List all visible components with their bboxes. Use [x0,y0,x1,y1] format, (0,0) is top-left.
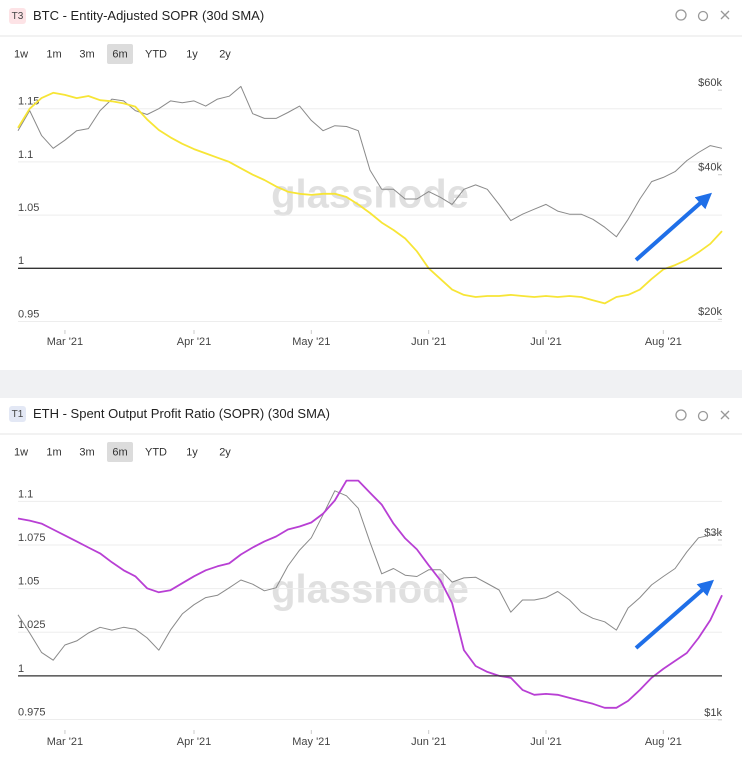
x-tick-label: May '21 [292,336,330,348]
y-tick-label: 1.05 [18,202,39,214]
y-tick-label: 1.025 [18,619,46,631]
series-line [17,91,723,305]
x-tick-label: Mar '21 [47,736,83,748]
arrow [634,579,715,650]
x-tick-label: Mar '21 [47,336,83,348]
y-tick-label: 0.975 [18,706,46,718]
x-tick-label: Apr '21 [177,736,212,748]
range-button[interactable]: YTD [145,48,167,60]
y-tick-label: 1 [18,255,24,267]
x-tick-label: Jul '21 [530,336,561,348]
range-button[interactable]: 2y [219,48,231,60]
close-icon[interactable] [720,10,730,20]
range-button[interactable]: 1y [186,446,198,458]
badge-box [9,406,26,422]
range-button[interactable]: 1w [14,446,28,458]
watermark: glassnode [271,568,469,612]
settings-icon[interactable] [697,410,709,422]
y-tick-label: 1.1 [18,488,33,500]
y-tick-label: 1.15 [18,96,39,108]
badge: T1 [12,409,24,420]
y2-tick-label: $1k [704,707,722,719]
x-tick-label: Jun '21 [411,336,446,348]
close-icon[interactable] [720,410,730,420]
series-line [17,479,723,709]
settings-icon[interactable] [697,10,709,22]
y-tick-label: 1 [18,663,24,675]
x-tick-label: May '21 [292,736,330,748]
panel-title: BTC - Entity-Adjusted SOPR (30d SMA) [33,8,264,23]
x-tick-label: Jul '21 [530,736,561,748]
badge: T3 [12,11,24,22]
y-tick-label: 1.075 [18,532,46,544]
badge-box [9,8,26,24]
y2-tick-label: $40k [698,162,722,174]
series-line [17,85,723,238]
y2-tick-label: $20k [698,306,722,318]
range-button[interactable]: 1w [14,48,28,60]
range-button[interactable]: 1m [46,446,61,458]
series-line [17,490,723,661]
x-tick-label: Apr '21 [177,336,212,348]
panel-title: ETH - Spent Output Profit Ratio (SOPR) (… [33,406,330,421]
panel-icons [675,9,730,422]
x-tick-label: Jun '21 [411,736,446,748]
x-tick-label: Aug '21 [645,736,682,748]
range-button[interactable]: 6m [112,446,127,458]
x-tick-label: Aug '21 [645,336,682,348]
range-button[interactable]: 3m [79,446,94,458]
range-button[interactable]: 1y [186,48,198,60]
arrow [634,192,712,262]
range-button[interactable]: 2y [219,446,231,458]
y-tick-label: 1.1 [18,149,33,161]
range-button[interactable]: 1m [46,48,61,60]
y2-tick-label: $60k [698,77,722,89]
range-button[interactable]: 3m [79,48,94,60]
range-button-bg [107,442,133,462]
range-button[interactable]: YTD [145,446,167,458]
zoom-icon[interactable] [675,9,687,21]
y-tick-label: 1.05 [18,576,39,588]
range-button[interactable]: 6m [112,48,127,60]
y-tick-label: 0.95 [18,308,39,320]
range-button-bg [107,44,133,64]
zoom-icon[interactable] [675,409,687,421]
